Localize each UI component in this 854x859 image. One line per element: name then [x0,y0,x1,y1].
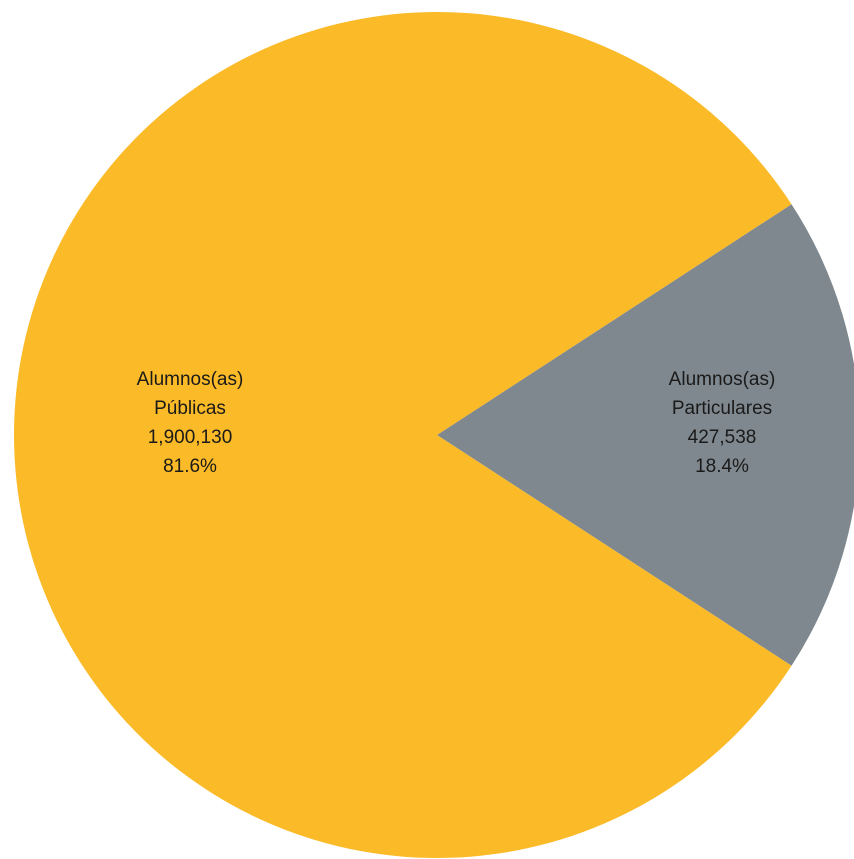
label-particulares: Alumnos(as) Particulares 427,538 18.4% [669,369,776,477]
slice-value-label: 427,538 [688,427,757,448]
slice-percent-label: 81.6% [163,456,217,477]
slice-label-line1: Alumnos(as) [669,369,776,390]
label-publicas: Alumnos(as) Públicas 1,900,130 81.6% [137,369,244,477]
pie-slices [13,11,854,858]
slice-label-line1: Alumnos(as) [137,369,244,390]
slice-percent-label: 18.4% [695,456,749,477]
slice-value-label: 1,900,130 [148,427,233,448]
pie-labels: Alumnos(as) Públicas 1,900,130 81.6%Alumnos… [137,369,776,477]
slice-particulares [437,204,854,666]
slice-label-line2: Públicas [154,398,226,419]
slice-publicas [13,11,792,858]
slice-label-line2: Particulares [672,398,772,419]
